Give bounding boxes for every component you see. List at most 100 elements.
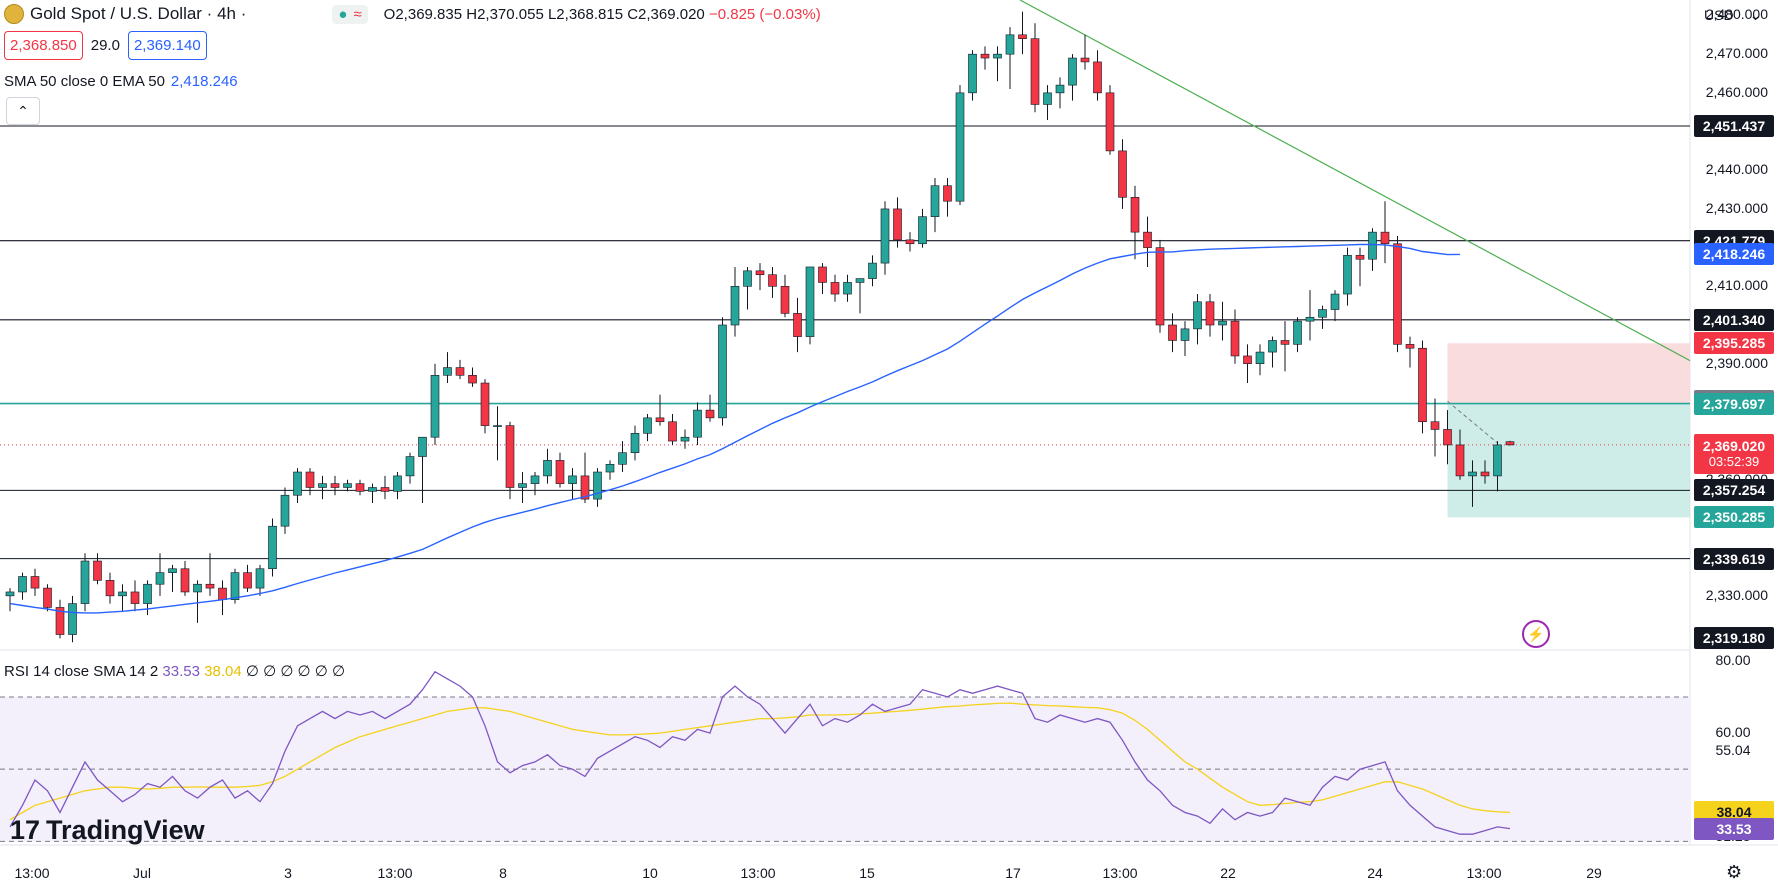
candle-body xyxy=(655,417,665,423)
ohlc-text: O2,369.835 H2,370.055 L2,368.815 C2,369.… xyxy=(383,5,705,23)
candle-body xyxy=(243,572,252,589)
candle-body xyxy=(1380,231,1390,245)
candle-body xyxy=(368,487,377,492)
candle-body xyxy=(355,483,365,492)
time-tick-label: 3 xyxy=(284,865,292,881)
gold-symbol-icon xyxy=(4,4,24,24)
candle-body xyxy=(693,409,702,438)
candle-body xyxy=(480,382,490,426)
candle-body xyxy=(93,560,102,581)
price-tick-label: 2,460.000 xyxy=(1705,83,1768,100)
collapse-legend-button[interactable]: ⌃ xyxy=(6,97,40,125)
candle-body xyxy=(430,374,440,438)
candle-body xyxy=(1243,355,1252,364)
candle-body xyxy=(618,452,627,465)
candle-body xyxy=(318,483,327,488)
buy-price-button[interactable]: 2,369.140 xyxy=(127,31,207,60)
take-profit-zone xyxy=(1447,403,1690,518)
candle-body xyxy=(155,572,165,585)
candle-body xyxy=(1030,38,1040,105)
ohlc-change: −0.825 (−0.03%) xyxy=(708,5,821,23)
candle-body xyxy=(1293,320,1302,345)
candle-body xyxy=(1043,92,1052,105)
candle-body xyxy=(755,270,765,276)
price-level-tag: 2,418.246 xyxy=(1694,243,1774,266)
candle-body xyxy=(918,216,927,245)
candle-body xyxy=(1305,316,1315,322)
time-tick-label: Jul xyxy=(133,865,151,881)
lightning-icon[interactable]: ⚡ xyxy=(1522,620,1550,648)
indicator-legend[interactable]: SMA 50 close 0 EMA 50 2,418.246 xyxy=(4,73,238,90)
chart-legend: Gold Spot / U.S. Dollar · 4h · ● ≈ O2,36… xyxy=(4,4,821,24)
candle-body xyxy=(593,471,602,500)
currency-label: USD xyxy=(1704,7,1734,23)
position-projection-line xyxy=(1447,400,1498,444)
tradingview-mark-icon: 17 xyxy=(10,815,41,845)
candle-body xyxy=(505,425,515,488)
candle-body xyxy=(1505,441,1515,446)
candle-body xyxy=(1255,351,1265,364)
candle-body xyxy=(743,270,752,287)
candle-body xyxy=(18,576,27,593)
candle-body xyxy=(1405,344,1415,349)
candle-body xyxy=(718,324,727,419)
candle-body xyxy=(30,576,40,589)
candle-body xyxy=(730,286,740,326)
candle-body xyxy=(768,274,777,287)
symbol-title[interactable]: Gold Spot / U.S. Dollar · 4h · xyxy=(30,4,247,23)
time-tick-label: 13:00 xyxy=(377,865,413,881)
candle-body xyxy=(493,425,502,427)
candle-body xyxy=(1443,429,1452,446)
candle-body xyxy=(293,471,302,496)
rsi-legend[interactable]: RSI 14 close SMA 14 2 33.53 38.04 ∅ ∅ ∅ … xyxy=(4,662,345,680)
currency-selector[interactable]: USD ⌄ xyxy=(1698,3,1776,27)
price-level-tag: 2,451.437 xyxy=(1694,114,1774,137)
time-tick-label: 17 xyxy=(1005,865,1021,881)
time-tick-label: 24 xyxy=(1367,865,1383,881)
indicator-name: SMA 50 close 0 EMA 50 xyxy=(4,73,165,90)
tradingview-wordmark: TradingView xyxy=(46,815,205,845)
candle-body xyxy=(305,471,315,488)
rsi-value: 33.53 xyxy=(162,663,200,680)
candle-body xyxy=(230,572,240,601)
time-tick-label: 22 xyxy=(1220,865,1236,881)
gear-icon[interactable]: ⚙ xyxy=(1726,862,1743,882)
candle-body xyxy=(1080,57,1090,63)
candle-body xyxy=(118,591,127,597)
last-price-value: 2,369.020 xyxy=(1702,438,1766,455)
rsi-line xyxy=(9,670,1511,835)
candle-body xyxy=(518,483,527,488)
market-open-icon: ● xyxy=(338,5,348,23)
candle-body xyxy=(843,282,852,295)
data-delay-icon: ≈ xyxy=(353,5,362,23)
candle-body xyxy=(1455,444,1465,477)
candle-body xyxy=(1143,231,1152,248)
ohlc-values: O2,369.835 H2,370.055 L2,368.815 C2,369.… xyxy=(384,6,821,23)
candle-body xyxy=(830,282,840,295)
candle-body xyxy=(130,591,140,604)
candle-body xyxy=(1493,444,1502,477)
candle-body xyxy=(1168,324,1177,341)
candle-body xyxy=(1318,309,1327,318)
rsi-sma-value: 38.04 xyxy=(204,663,242,680)
candle-body xyxy=(530,475,540,484)
candle-body xyxy=(418,436,427,457)
last-price-tag: 2,369.020 03:52:39 xyxy=(1694,433,1774,474)
candle-body xyxy=(1393,243,1402,345)
price-level-tag: 2,395.285 xyxy=(1694,332,1774,355)
candle-body xyxy=(868,262,877,279)
candle-body xyxy=(555,460,565,484)
rsi-value-tag: 33.53 xyxy=(1694,817,1774,840)
market-status[interactable]: ● ≈ xyxy=(332,4,368,24)
candle-body xyxy=(580,475,590,500)
sell-price-button[interactable]: 2,368.850 xyxy=(4,31,83,60)
candle-body xyxy=(1055,84,1065,94)
candle-body xyxy=(1355,255,1365,260)
candle-body xyxy=(1330,293,1340,310)
candle-body xyxy=(1068,57,1077,86)
time-tick-label: 8 xyxy=(499,865,507,881)
time-tick-label: 13:00 xyxy=(1466,865,1502,881)
price-tick-label: 2,440.000 xyxy=(1705,161,1768,178)
candle-body xyxy=(930,185,940,217)
